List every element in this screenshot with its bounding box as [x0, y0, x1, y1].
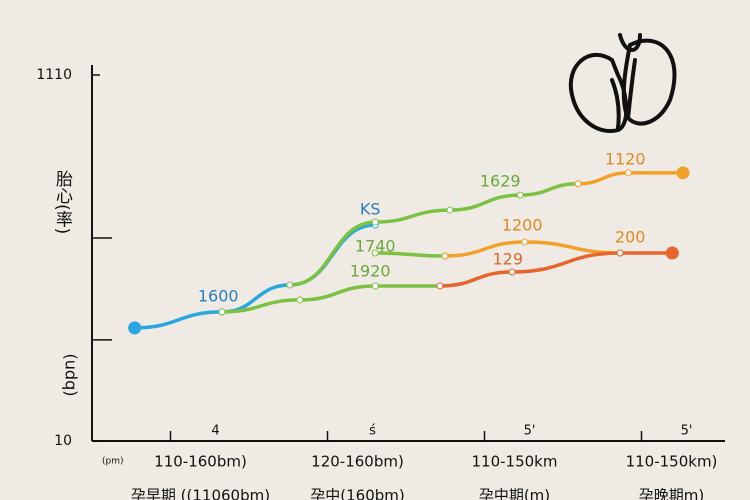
data-label: 1629	[480, 171, 521, 190]
point	[516, 191, 524, 199]
y-label: 胎心(率)	[52, 170, 73, 234]
x-tick-label: 110-150km	[472, 453, 558, 471]
data-label: KS	[360, 200, 381, 219]
x-subcategory: 孕早期 ((11060bm)	[131, 487, 270, 500]
category-mark: 5'	[524, 424, 536, 439]
data-label: 1740	[355, 237, 396, 256]
x-subcategory: 孕晚期m)	[639, 487, 704, 500]
point	[296, 296, 304, 304]
data-label: 1920	[350, 261, 391, 280]
data-label: 1200	[502, 216, 543, 235]
line-series	[438, 251, 675, 288]
point	[371, 249, 379, 257]
point	[616, 249, 624, 257]
y-tick-label: 10	[54, 433, 72, 449]
category-mark: ś	[369, 424, 376, 439]
line-series	[373, 251, 447, 258]
point	[441, 252, 449, 260]
point	[371, 282, 379, 290]
data-label: 200	[615, 228, 646, 247]
y-label-unit: (udq)	[62, 354, 81, 397]
point	[286, 281, 294, 289]
line-series	[220, 284, 442, 314]
data-label: 1600	[198, 286, 239, 305]
point	[218, 308, 226, 316]
line-series	[288, 182, 580, 287]
point	[676, 166, 690, 180]
point	[446, 206, 454, 214]
point	[521, 238, 529, 246]
line-series	[132, 223, 377, 330]
heart-icon	[568, 33, 677, 134]
x-tick-label: 110-150km)	[626, 453, 718, 471]
x-subcategory: 孕中(160bm)	[310, 487, 404, 500]
point	[508, 268, 516, 276]
point	[128, 321, 142, 335]
x-tick-label: 120-160bm)	[311, 453, 404, 471]
category-mark: 4	[211, 424, 219, 439]
x-subcategory: 孕中期(m)	[479, 487, 550, 500]
data-label: 1120	[605, 149, 646, 168]
y-tick-label: 1110	[36, 67, 72, 83]
point	[574, 180, 582, 188]
point	[665, 246, 679, 260]
data-label: 129	[492, 249, 523, 268]
point	[436, 282, 444, 290]
category-mark: 5'	[681, 424, 693, 439]
x-label: (pm)	[102, 457, 124, 467]
point	[624, 169, 632, 177]
point	[371, 218, 379, 226]
x-tick-label: 110-160bm)	[154, 453, 247, 471]
